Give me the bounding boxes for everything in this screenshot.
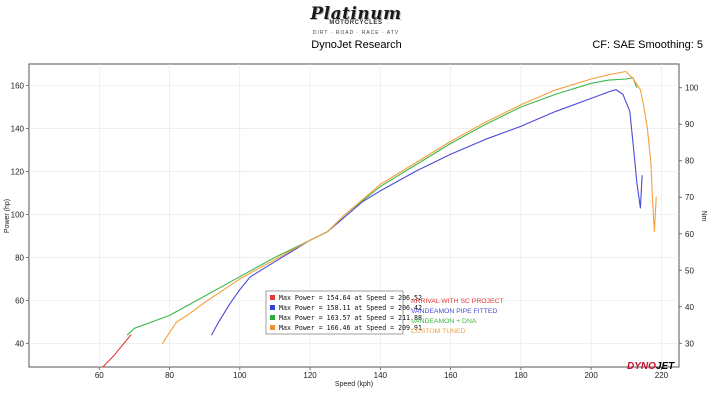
series-line-3 <box>126 77 638 336</box>
y-tick-label: 120 <box>11 167 25 176</box>
series-line-2 <box>211 89 643 336</box>
y2-tick-label: 40 <box>685 303 694 312</box>
y2-tick-label: 50 <box>685 266 694 275</box>
y-axis-ticks: 40 60 80 100 120 140 160 <box>11 81 29 348</box>
y2-tick-label: 60 <box>685 230 694 239</box>
brand-dyno: DYNO <box>627 361 656 372</box>
y2-axis-title: Nm <box>700 211 707 222</box>
series-lines <box>102 70 657 368</box>
correction-factor-label: CF: SAE Smoothing: 5 <box>592 39 703 51</box>
annotation-dna: VANDEAMON + DNA <box>411 318 477 325</box>
y2-axis-ticks: 30 40 50 60 70 80 90 100 <box>679 84 699 348</box>
x-tick-label: 160 <box>444 371 458 380</box>
x-tick-label: 100 <box>233 371 247 380</box>
legend-swatch <box>270 295 275 300</box>
x-axis-title: Speed (kph) <box>335 381 373 388</box>
y2-tick-label: 30 <box>685 339 694 348</box>
logo-wordmark: Platinum <box>310 4 402 24</box>
y-tick-label: 160 <box>11 81 25 90</box>
y-tick-label: 140 <box>11 124 25 133</box>
series-line-4 <box>161 70 657 344</box>
x-tick-label: 140 <box>374 371 388 380</box>
y2-tick-label: 80 <box>685 157 694 166</box>
x-axis-ticks: 60 80 100 120 140 160 180 200 220 <box>95 367 669 380</box>
legend-entry-4: Max Power = 166.46 at Speed = 209.91 <box>279 324 422 332</box>
annotation-arrival: ARRIVAL WITH SC PROJECT <box>411 298 504 305</box>
platinum-logo: Platinum MOTORCYCLES DIRT · ROAD · RACE … <box>306 4 406 40</box>
chart-header-title: DynoJet Research <box>311 39 402 51</box>
legend-box: Max Power = 154.64 at Speed = 206.52 Max… <box>265 290 422 335</box>
y-tick-label: 80 <box>15 253 24 262</box>
annotation-pipe: VANDEAMON PIPE FITTED <box>411 308 497 315</box>
logo-tagline: DIRT · ROAD · RACE · ATV <box>312 30 400 36</box>
annotation-tuned: CUSTOM TUNED <box>411 328 466 335</box>
x-tick-label: 60 <box>95 371 104 380</box>
x-tick-label: 120 <box>303 371 317 380</box>
y-tick-label: 100 <box>11 210 25 219</box>
legend-entry-3: Max Power = 163.57 at Speed = 211.88 <box>279 314 422 322</box>
y-axis-title: Power (hp) <box>4 199 11 233</box>
dynojet-brand: DYNOJET <box>627 361 675 372</box>
x-tick-label: 200 <box>584 371 598 380</box>
y2-tick-label: 70 <box>685 193 694 202</box>
legend-swatch <box>270 305 275 310</box>
x-tick-label: 220 <box>655 371 669 380</box>
legend-entry-2: Max Power = 158.11 at Speed = 206.42 <box>279 304 422 312</box>
legend-entry-1: Max Power = 154.64 at Speed = 206.52 <box>279 294 422 302</box>
legend-swatch <box>270 315 275 320</box>
brand-jet: JET <box>656 361 675 372</box>
y-tick-label: 60 <box>15 296 24 305</box>
y2-tick-label: 100 <box>685 84 699 93</box>
y2-tick-label: 90 <box>685 120 694 129</box>
x-tick-label: 180 <box>514 371 528 380</box>
y-tick-label: 40 <box>15 339 24 348</box>
legend-swatch <box>270 325 275 330</box>
logo-subtitle: MOTORCYCLES <box>329 20 383 26</box>
x-tick-label: 80 <box>165 371 174 380</box>
series-line-1 <box>102 334 132 368</box>
